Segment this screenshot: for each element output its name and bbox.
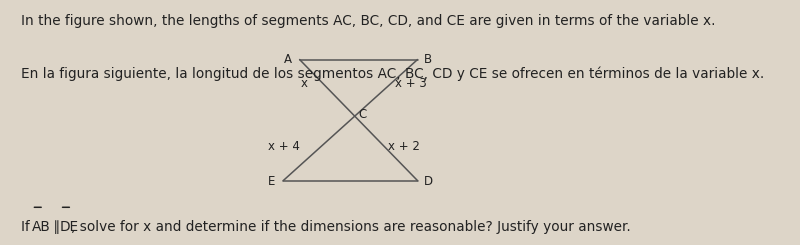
Text: , solve for x and determine if the dimensions are reasonable? Justify your answe: , solve for x and determine if the dimen… [71,220,630,234]
Text: x: x [301,77,308,90]
Text: En la figura siguiente, la longitud de los segmentos AC, BC, CD y CE se ofrecen : En la figura siguiente, la longitud de l… [21,67,764,81]
Text: A: A [284,53,292,66]
Text: B: B [424,53,432,66]
Text: x + 4: x + 4 [268,140,299,153]
Text: E: E [268,175,275,188]
Text: If: If [21,220,34,234]
Text: D: D [423,175,433,188]
Text: x + 2: x + 2 [388,140,420,153]
Text: In the figure shown, the lengths of segments AC, BC, CD, and CE are given in ter: In the figure shown, the lengths of segm… [21,13,715,27]
Text: AB: AB [31,220,50,234]
Text: C: C [358,108,366,121]
Text: DE: DE [60,220,79,234]
Text: x + 3: x + 3 [394,77,426,90]
Text: ∥: ∥ [50,220,65,234]
